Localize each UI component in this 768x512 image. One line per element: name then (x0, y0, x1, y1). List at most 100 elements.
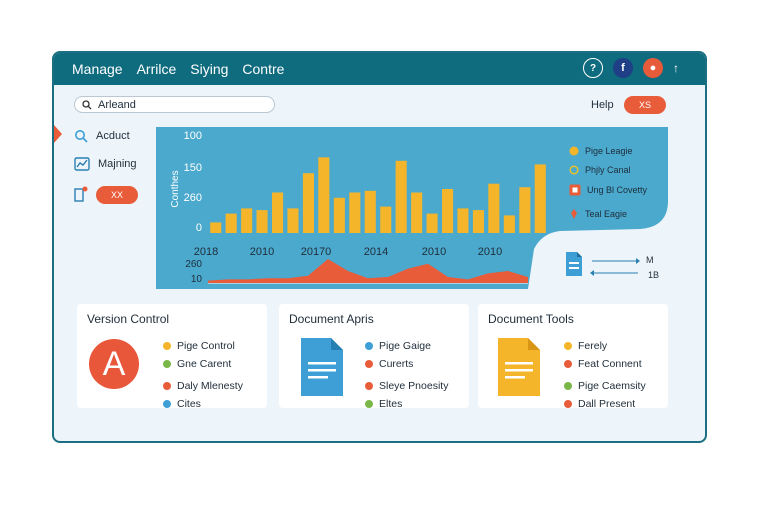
sidebar-active-marker (54, 125, 62, 143)
chart-bar (210, 222, 222, 233)
sidebar-item-notification[interactable] (74, 186, 88, 202)
bullet-icon (163, 360, 171, 368)
list-item-label: Cites (177, 398, 201, 410)
search-icon (82, 99, 92, 109)
legend-item-2: Phjly Canal (569, 165, 631, 175)
bullet-icon (365, 360, 373, 368)
legend-item-1: Pige Leagie (569, 146, 633, 156)
list-item-label: Dall Present (578, 398, 636, 410)
bullet-icon (365, 342, 373, 350)
chart-bar (534, 164, 546, 233)
search-box[interactable] (74, 96, 275, 113)
list-item-label: Ferely (578, 340, 608, 352)
document-icon (498, 338, 540, 396)
y-tick-label: 100 (184, 130, 202, 142)
document-icon (301, 338, 343, 396)
export-label-m: M (646, 255, 654, 265)
top-bar-icons: ? f ● ↑ (583, 58, 687, 78)
legend-item-4: Teal Eagie (569, 209, 627, 219)
list-item[interactable]: Eltes (365, 395, 448, 413)
card-document-apris[interactable]: Document Apris Pige Gaige Curerts Sleye … (279, 304, 469, 410)
chart-bar (411, 192, 423, 233)
chart-bar (503, 215, 515, 233)
chart-bar (333, 197, 345, 233)
list-item[interactable]: Pige Caemsity (564, 377, 646, 395)
list-item[interactable]: Curerts (365, 355, 448, 373)
card-title: Version Control (87, 312, 170, 326)
profile-icon[interactable]: ● (643, 58, 663, 78)
x-tick-label: 2010 (478, 246, 502, 258)
nav-item-styling[interactable]: Siying (190, 61, 229, 77)
card-title: Document Apris (289, 312, 374, 326)
sidebar-pill-button[interactable]: XX (96, 186, 138, 204)
area-y-tick-label: 260 (185, 259, 202, 270)
square-icon (569, 184, 581, 196)
lightbulb-icon (569, 146, 579, 156)
chart-bar (256, 210, 268, 233)
x-tick-label: 2018 (194, 246, 218, 258)
card-document-tools[interactable]: Document Tools Ferely Feat Connent Pige … (478, 304, 668, 410)
version-logo: A (89, 339, 139, 389)
chart-bar (519, 187, 531, 233)
list-item[interactable]: Ferely (564, 337, 646, 355)
nav-item-centre[interactable]: Contre (242, 61, 285, 77)
chart-bar (395, 160, 407, 233)
legend-item-3: Ung Bl Covetty (569, 184, 647, 196)
facebook-icon[interactable]: f (613, 58, 633, 78)
nav-item-manage[interactable]: Manage (72, 61, 123, 77)
chart-bar (272, 192, 284, 233)
area-y-tick-label: 10 (191, 274, 203, 285)
nav-item-article[interactable]: Arrilce (136, 61, 177, 77)
chart-bar (442, 189, 454, 233)
bullet-icon (564, 360, 572, 368)
help-label[interactable]: Help (591, 99, 614, 111)
chart-bar (364, 190, 376, 233)
chart-bar (318, 157, 330, 233)
chart-bar (457, 208, 469, 233)
list-item[interactable]: Gne Carent (163, 355, 243, 373)
list-item[interactable]: Pige Control (163, 337, 243, 355)
chart-bar (241, 208, 253, 233)
list-item[interactable]: Pige Gaige (365, 337, 448, 355)
chart-bar (472, 210, 484, 233)
list-item-label: Gne Carent (177, 358, 232, 370)
card-version-control[interactable]: Version Control A Pige Control Gne Caren… (77, 304, 267, 410)
export-arrows (590, 258, 640, 276)
search-icon (75, 130, 88, 143)
chart-bar (349, 192, 361, 233)
help-pill-button[interactable]: XS (624, 96, 666, 114)
y-tick-label: 150 (184, 162, 202, 174)
help-circle-icon[interactable]: ? (583, 58, 603, 78)
sidebar-item-acduct[interactable]: Acduct (74, 129, 130, 143)
x-tick-label: 20170 (301, 246, 332, 258)
legend-label: Phjly Canal (585, 165, 631, 175)
arrow-up-icon[interactable]: ↑ (673, 61, 679, 75)
y-tick-label: 0 (196, 222, 202, 234)
top-bar: Manage Arrilce Siying Contre ? f ● ↑ (54, 53, 705, 85)
chart-bar (225, 213, 237, 233)
sidebar-item-majning[interactable]: Majning (74, 157, 137, 171)
export-label-1b: 1B (648, 270, 660, 280)
list-item[interactable]: Cites (163, 395, 243, 413)
bullet-icon (564, 400, 572, 408)
list-item[interactable]: Sleye Pnoesity (365, 377, 448, 395)
list-item-label: Pige Control (177, 340, 235, 352)
list-item-label: Eltes (379, 398, 403, 410)
list-item[interactable]: Dall Present (564, 395, 646, 413)
list-item[interactable]: Feat Connent (564, 355, 646, 373)
circle-outline-icon (569, 165, 579, 175)
list-item[interactable]: Daly Mlenesty (163, 377, 243, 395)
legend-label: Teal Eagie (585, 209, 628, 219)
list-item-label: Daly Mlenesty (177, 380, 243, 392)
card-title: Document Tools (488, 312, 574, 326)
app-window: Manage Arrilce Siying Contre ? f ● ↑ Hel… (52, 51, 707, 443)
card-list: Pige Control Gne Carent Daly Mlenesty Ci… (163, 337, 243, 413)
area-series (208, 259, 528, 283)
chart-bar (302, 173, 314, 233)
legend-label: Ung Bl Covetty (587, 185, 648, 195)
chart-bar (380, 206, 392, 233)
chart-icon (74, 157, 90, 171)
list-item-label: Pige Gaige (379, 340, 431, 352)
search-input[interactable] (96, 97, 250, 112)
bullet-icon (163, 342, 171, 350)
